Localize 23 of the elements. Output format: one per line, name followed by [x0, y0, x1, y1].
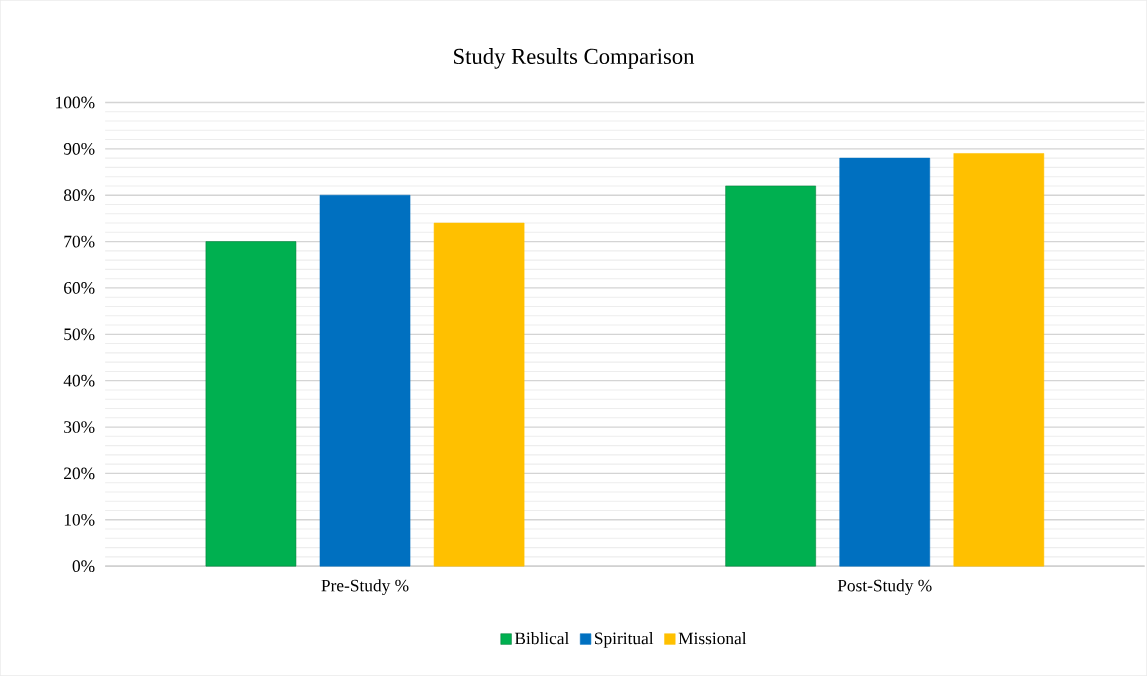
chart-title: Study Results Comparison [454, 48, 695, 69]
y-tick-label: 60% [64, 282, 95, 294]
y-tick-label: 90% [63, 142, 95, 155]
bar [319, 194, 411, 567]
legend-label: Spiritual [595, 632, 654, 648]
x-tick-label: Post-Study % [837, 579, 932, 596]
bar [433, 222, 525, 567]
bar [205, 241, 297, 567]
y-tick-label: 100% [56, 96, 95, 109]
y-tick-label: 70% [64, 235, 95, 248]
y-tick-label: 40% [63, 374, 95, 387]
y-tick-label: 50% [64, 328, 95, 341]
y-tick-label: 20% [64, 467, 95, 480]
bar [725, 185, 816, 567]
legend-label: Biblical [514, 632, 569, 645]
x-tick-label: Pre-Study % [321, 579, 409, 596]
y-tick-label: 30% [64, 421, 95, 433]
y-tick-label: 80% [63, 189, 95, 202]
bar [839, 157, 931, 567]
bar [953, 153, 1045, 567]
legend-label: Missional [678, 632, 747, 645]
y-tick-label: 10% [64, 513, 95, 526]
y-tick-label: 0% [72, 560, 95, 573]
